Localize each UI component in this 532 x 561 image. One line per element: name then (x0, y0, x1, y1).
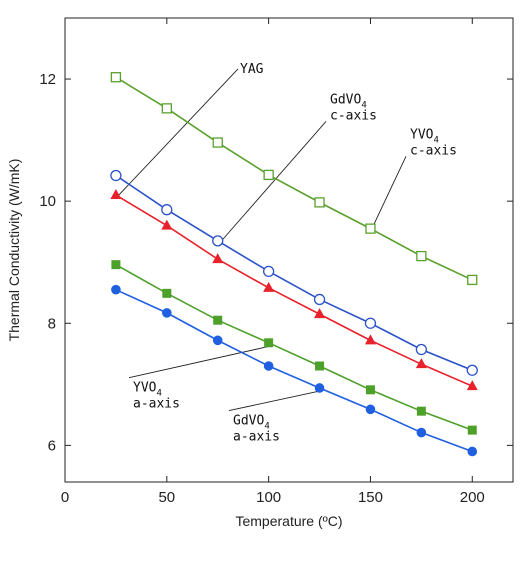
x-tick-label: 0 (61, 489, 69, 506)
y-tick-label: 10 (39, 193, 56, 210)
series-line (115, 194, 473, 387)
data-point-open-circle (313, 293, 326, 306)
data-point-open-square (365, 223, 376, 234)
data-point-filled-circle (263, 361, 274, 371)
data-point-open-circle (161, 204, 173, 216)
series-line (115, 263, 473, 431)
data-point-filled-circle (365, 404, 376, 415)
data-point-open-circle (110, 169, 122, 182)
annotation-leader-line (228, 390, 320, 412)
x-tick-label: 150 (358, 489, 383, 506)
y-tick-label: 8 (48, 315, 56, 332)
annotation-leader-line (115, 68, 239, 199)
data-point-open-circle (364, 317, 377, 329)
annotation-label: a-axis (133, 397, 180, 412)
data-point-triangle (364, 334, 376, 345)
annotation-leaders (115, 68, 407, 412)
data-point-filled-square (264, 338, 274, 348)
series-line (115, 288, 473, 453)
annotation-label: c-axis (330, 108, 377, 123)
data-point-filled-square (467, 425, 477, 435)
data-point-open-square (161, 103, 172, 114)
annotation-labels: YAGGdVO4c-axisYVO4c-axisYVO4a-axisGdVO4a… (133, 62, 457, 445)
data-point-open-circle (415, 343, 428, 356)
data-point-triangle (314, 308, 326, 319)
data-point-open-square (212, 137, 223, 148)
data-point-filled-circle (162, 308, 172, 318)
data-point-filled-circle (314, 383, 325, 393)
data-point-open-square (314, 197, 325, 208)
series-line (115, 76, 473, 281)
x-tick-label: 50 (158, 489, 175, 506)
data-point-triangle (161, 219, 173, 230)
data-point-filled-circle (111, 284, 121, 295)
y-axis-title: Thermal Conductivity (W/mK) (6, 159, 22, 342)
y-tick-label: 12 (39, 71, 56, 88)
data-point-filled-circle (467, 446, 478, 457)
annotation-label: YAG (240, 62, 264, 77)
data-point-open-circle (212, 235, 224, 247)
data-point-filled-square (365, 385, 375, 395)
plot-frame (64, 17, 514, 483)
x-axis-title: Temperature (ºC) (235, 513, 342, 529)
data-point-triangle (110, 189, 122, 200)
data-point-open-circle (262, 265, 275, 278)
x-tick-label: 200 (460, 489, 485, 506)
data-point-filled-circle (212, 335, 223, 346)
data-point-filled-square (213, 315, 223, 325)
data-point-triangle (212, 253, 224, 264)
annotation-label: GdVO4 (330, 92, 367, 110)
data-point-triangle (466, 380, 478, 391)
data-point-open-square (110, 72, 122, 83)
data-point-open-square (263, 169, 274, 181)
series-lines (115, 76, 473, 453)
annotation-leader-line (128, 346, 269, 379)
annotation-leader-line (370, 156, 407, 232)
data-point-filled-square (111, 260, 121, 270)
series-line (115, 174, 473, 372)
data-point-triangle (263, 281, 275, 292)
data-point-open-square (416, 250, 427, 262)
data-point-triangle (415, 358, 427, 369)
data-point-filled-square (315, 361, 325, 371)
annotation-label: YVO4 (410, 127, 439, 145)
annotation-label: GdVO4 (233, 414, 270, 432)
data-point-open-circle (466, 364, 478, 376)
annotation-label: a-axis (233, 430, 280, 445)
annotation-leader-line (217, 121, 327, 246)
data-point-open-square (467, 274, 478, 286)
series-markers (110, 72, 478, 457)
y-tick-label: 6 (48, 437, 56, 454)
x-tick-label: 100 (256, 489, 281, 506)
axis-ticks: 0 50 100 150 200 6 8 10 12 (39, 18, 513, 506)
data-point-filled-circle (416, 427, 427, 438)
data-point-filled-square (162, 288, 172, 298)
annotation-label: c-axis (410, 143, 457, 158)
annotation-label: YVO4 (133, 381, 162, 399)
data-point-filled-square (416, 406, 426, 416)
